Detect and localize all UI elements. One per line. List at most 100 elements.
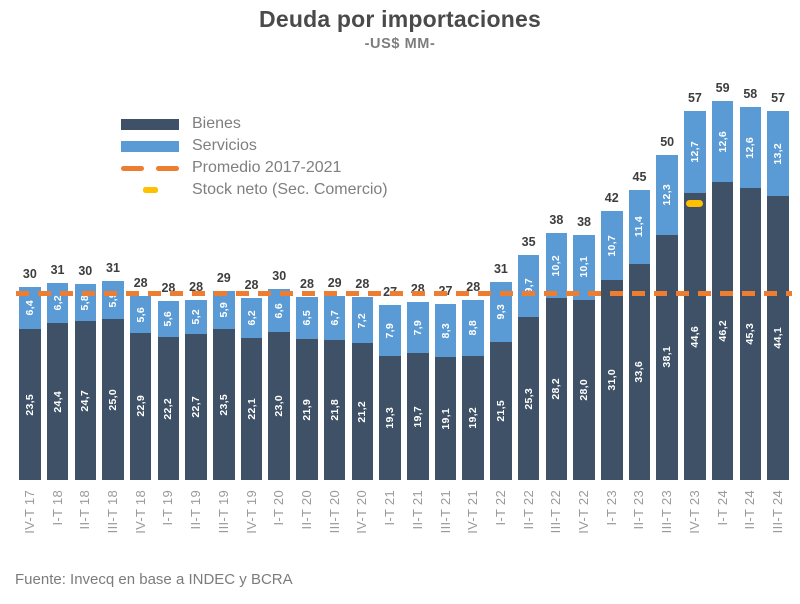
servicios-value-label: 5,2	[190, 309, 203, 325]
x-axis-label: III-T 18	[104, 490, 120, 534]
bar-segment-servicios: 12,7	[684, 110, 706, 193]
promedio-reference-line	[16, 290, 792, 296]
bar-total-label: 31	[493, 261, 508, 276]
bar-total-label: 38	[549, 212, 564, 227]
servicios-value-label: 12,7	[688, 141, 701, 163]
bar-total-label: 29	[216, 270, 231, 285]
bar-segment-bienes: 44,6	[684, 192, 706, 480]
x-axis-label: I-T 20	[271, 490, 287, 526]
servicios-swatch-icon	[121, 140, 179, 152]
stock-neto-marker	[686, 199, 704, 207]
bar-segment-servicios: 10,7	[601, 211, 623, 281]
x-axis-label: II-T 24	[742, 490, 758, 530]
bar-segment-bienes: 21,2	[351, 343, 374, 480]
bar-segment-bienes: 46,2	[711, 182, 734, 480]
bar-segment-servicios: 6,2	[240, 297, 263, 338]
legend-label-promedio: Promedio 2017-2021	[192, 159, 342, 176]
x-axis-label: III-T 24	[770, 490, 786, 534]
bar-segment-servicios: 9,3	[490, 281, 512, 342]
legend-item-stock: Stock neto (Sec. Comercio)	[121, 179, 388, 201]
bar-segment-servicios: 8,3	[434, 303, 457, 357]
bar-total-label: 30	[22, 267, 37, 282]
bar-total-label: 57	[771, 90, 785, 105]
servicios-value-label: 9,3	[494, 303, 507, 320]
bar-segment-bienes: 24,4	[46, 322, 69, 480]
bar-segment-servicios: 7,2	[351, 297, 374, 344]
bienes-value-label: 19,7	[411, 405, 424, 428]
bar-total-label: 31	[50, 262, 65, 277]
x-axis-label: IV-T 17	[21, 490, 37, 534]
servicios-value-label: 13,2	[772, 142, 785, 165]
bienes-value-label: 31,0	[605, 369, 618, 391]
bar-total-label: 30	[272, 269, 287, 284]
bar-total-label: 38	[577, 214, 591, 229]
bienes-value-label: 28,2	[550, 378, 563, 400]
x-axis-label: I-T 18	[49, 490, 65, 526]
bar-total-label: 28	[300, 277, 314, 292]
x-axis-label: IV-T 20	[354, 490, 370, 534]
legend-label-bienes: Bienes	[192, 115, 241, 132]
bar-segment-servicios: 5,6	[157, 300, 180, 338]
chart-subtitle: -US$ MM-	[364, 36, 436, 52]
bienes-value-label: 44,1	[772, 327, 785, 349]
bienes-value-label: 19,3	[384, 407, 397, 429]
x-axis-label: III-T 21	[437, 490, 453, 534]
legend-label-servicios: Servicios	[192, 137, 257, 154]
bar-segment-servicios: 10,2	[545, 232, 568, 299]
bar-segment-servicios: 8,8	[462, 299, 484, 357]
bar-segment-bienes: 45,3	[739, 188, 762, 480]
bienes-value-label: 21,8	[328, 398, 341, 421]
bienes-value-label: 22,9	[134, 395, 147, 418]
legend-item-servicios: Servicios	[121, 135, 388, 157]
servicios-value-label: 6,4	[23, 300, 36, 316]
bar-total-label: 28	[466, 279, 481, 294]
bienes-swatch-icon	[121, 118, 179, 130]
bienes-value-label: 19,2	[467, 407, 480, 429]
bar-total-label: 50	[660, 135, 675, 150]
x-axis-label: I-T 21	[382, 490, 398, 526]
x-axis-label: I-T 23	[603, 490, 619, 526]
bar-total-label: 31	[106, 261, 120, 275]
servicios-value-label: 8,8	[467, 320, 480, 336]
bienes-value-label: 25,3	[522, 387, 535, 410]
bienes-value-label: 44,6	[688, 325, 701, 348]
x-axis-label: II-T 23	[631, 490, 647, 530]
bar-segment-servicios: 5,6	[129, 296, 152, 333]
bar-total-label: 57	[687, 90, 702, 105]
bar-segment-bienes: 22,2	[157, 337, 180, 480]
bar-segment-bienes: 24,7	[74, 320, 97, 480]
bar-segment-servicios: 9,7	[517, 254, 540, 318]
bienes-value-label: 28,0	[578, 379, 591, 401]
bar-segment-servicios: 6,7	[323, 296, 346, 340]
bar-segment-bienes: 19,2	[462, 356, 484, 480]
bar-total-label: 45	[632, 170, 647, 185]
bar-segment-servicios: 10,1	[573, 234, 595, 300]
bar-total-label: 58	[743, 87, 758, 102]
x-axis-label: II-T 20	[298, 490, 314, 530]
servicios-value-label: 11,4	[633, 216, 646, 238]
x-axis-label: III-T 19	[215, 490, 231, 534]
servicios-value-label: 10,1	[578, 256, 591, 278]
bienes-value-label: 23,0	[273, 395, 286, 417]
servicios-value-label: 5,6	[162, 311, 175, 327]
bienes-value-label: 25,0	[106, 388, 119, 411]
x-axis-label: III-T 20	[326, 490, 342, 534]
bienes-value-label: 19,1	[439, 407, 452, 430]
bar-segment-servicios: 7,9	[407, 302, 429, 354]
stock-neto-dash-icon	[142, 187, 158, 193]
bar-segment-bienes: 21,8	[323, 339, 346, 480]
legend: Bienes Servicios Promedio 2017-2021 Stoc…	[121, 113, 388, 201]
bar-segment-bienes: 44,1	[767, 195, 789, 480]
x-axis-label: IV-T 19	[243, 490, 259, 534]
bar-segment-bienes: 21,9	[296, 338, 318, 480]
bar-segment-bienes: 28,2	[545, 298, 568, 480]
bar-segment-bienes: 22,9	[129, 332, 152, 480]
x-axis-label: III-T 23	[659, 490, 675, 534]
bienes-value-label: 21,9	[300, 398, 313, 421]
servicios-value-label: 7,9	[384, 322, 397, 339]
bar-segment-bienes: 33,6	[628, 263, 651, 480]
x-axis-label: II-T 18	[77, 490, 93, 530]
bar-segment-bienes: 23,5	[19, 328, 41, 480]
bar-segment-bienes: 22,1	[240, 337, 263, 480]
